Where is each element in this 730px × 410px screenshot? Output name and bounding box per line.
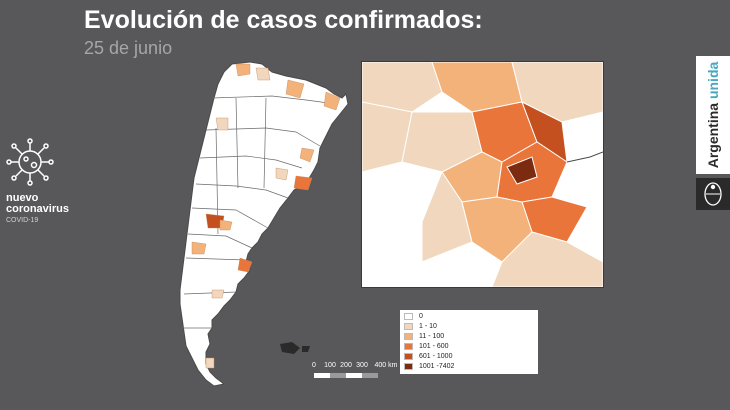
legend-item: 1 - 10 [404,322,437,331]
map-scale-bar: 0 100 200 300 400 km [306,358,406,390]
virus-icon [6,138,54,186]
legend-label: 11 - 100 [419,333,445,340]
legend-label: 1001 -7402 [419,363,455,370]
logo-line-nuevo: nuevo [6,192,39,204]
inset-map-buenos-aires [361,61,604,288]
scale-tick-label: 0 [312,362,316,369]
legend-item: 11 - 100 [404,332,444,341]
scale-tick-label: 200 [340,362,352,369]
legend-swatch [404,323,413,330]
legend-swatch [404,313,413,320]
legend-label: 601 - 1000 [419,353,453,360]
map-legend: 0 1 - 10 11 - 100 101 - 600 601 - 1000 1… [400,310,538,374]
scale-tick-label: 400 km [374,362,398,369]
argentina-unida-logo: Argentina unida [696,56,730,174]
logo-line-coronavirus: coronavirus [6,203,69,215]
legend-swatch [404,343,413,350]
page-title: Evolución de casos confirmados: [84,6,483,34]
legend-label: 1 - 10 [419,323,437,330]
scale-tick-label: 300 [356,362,368,369]
legend-item: 0 [404,312,423,321]
legend-swatch [404,363,413,370]
argentina-mainland [179,61,349,387]
malvinas-islands [280,342,300,354]
legend-swatch [404,353,413,360]
brand-part1: Argentina [705,99,721,169]
argentina-map [179,61,349,387]
coronavirus-logo: nuevo coronavirus COVID-19 [6,138,86,224]
logo-line-covid: COVID-19 [6,217,39,224]
brand-part2: unida [705,61,721,100]
legend-item: 601 - 1000 [404,352,452,361]
legend-swatch [404,333,413,340]
legend-label: 0 [419,313,423,320]
scale-tick-label: 100 [324,362,336,369]
legend-item: 1001 -7402 [404,362,454,371]
legend-label: 101 - 600 [419,343,449,350]
scale-bar-graphic [314,373,378,378]
national-seal-icon [696,178,730,210]
brand-text: Argentina unida [705,62,721,169]
legend-item: 101 - 600 [404,342,449,351]
page-subtitle: 25 de junio [84,38,173,58]
